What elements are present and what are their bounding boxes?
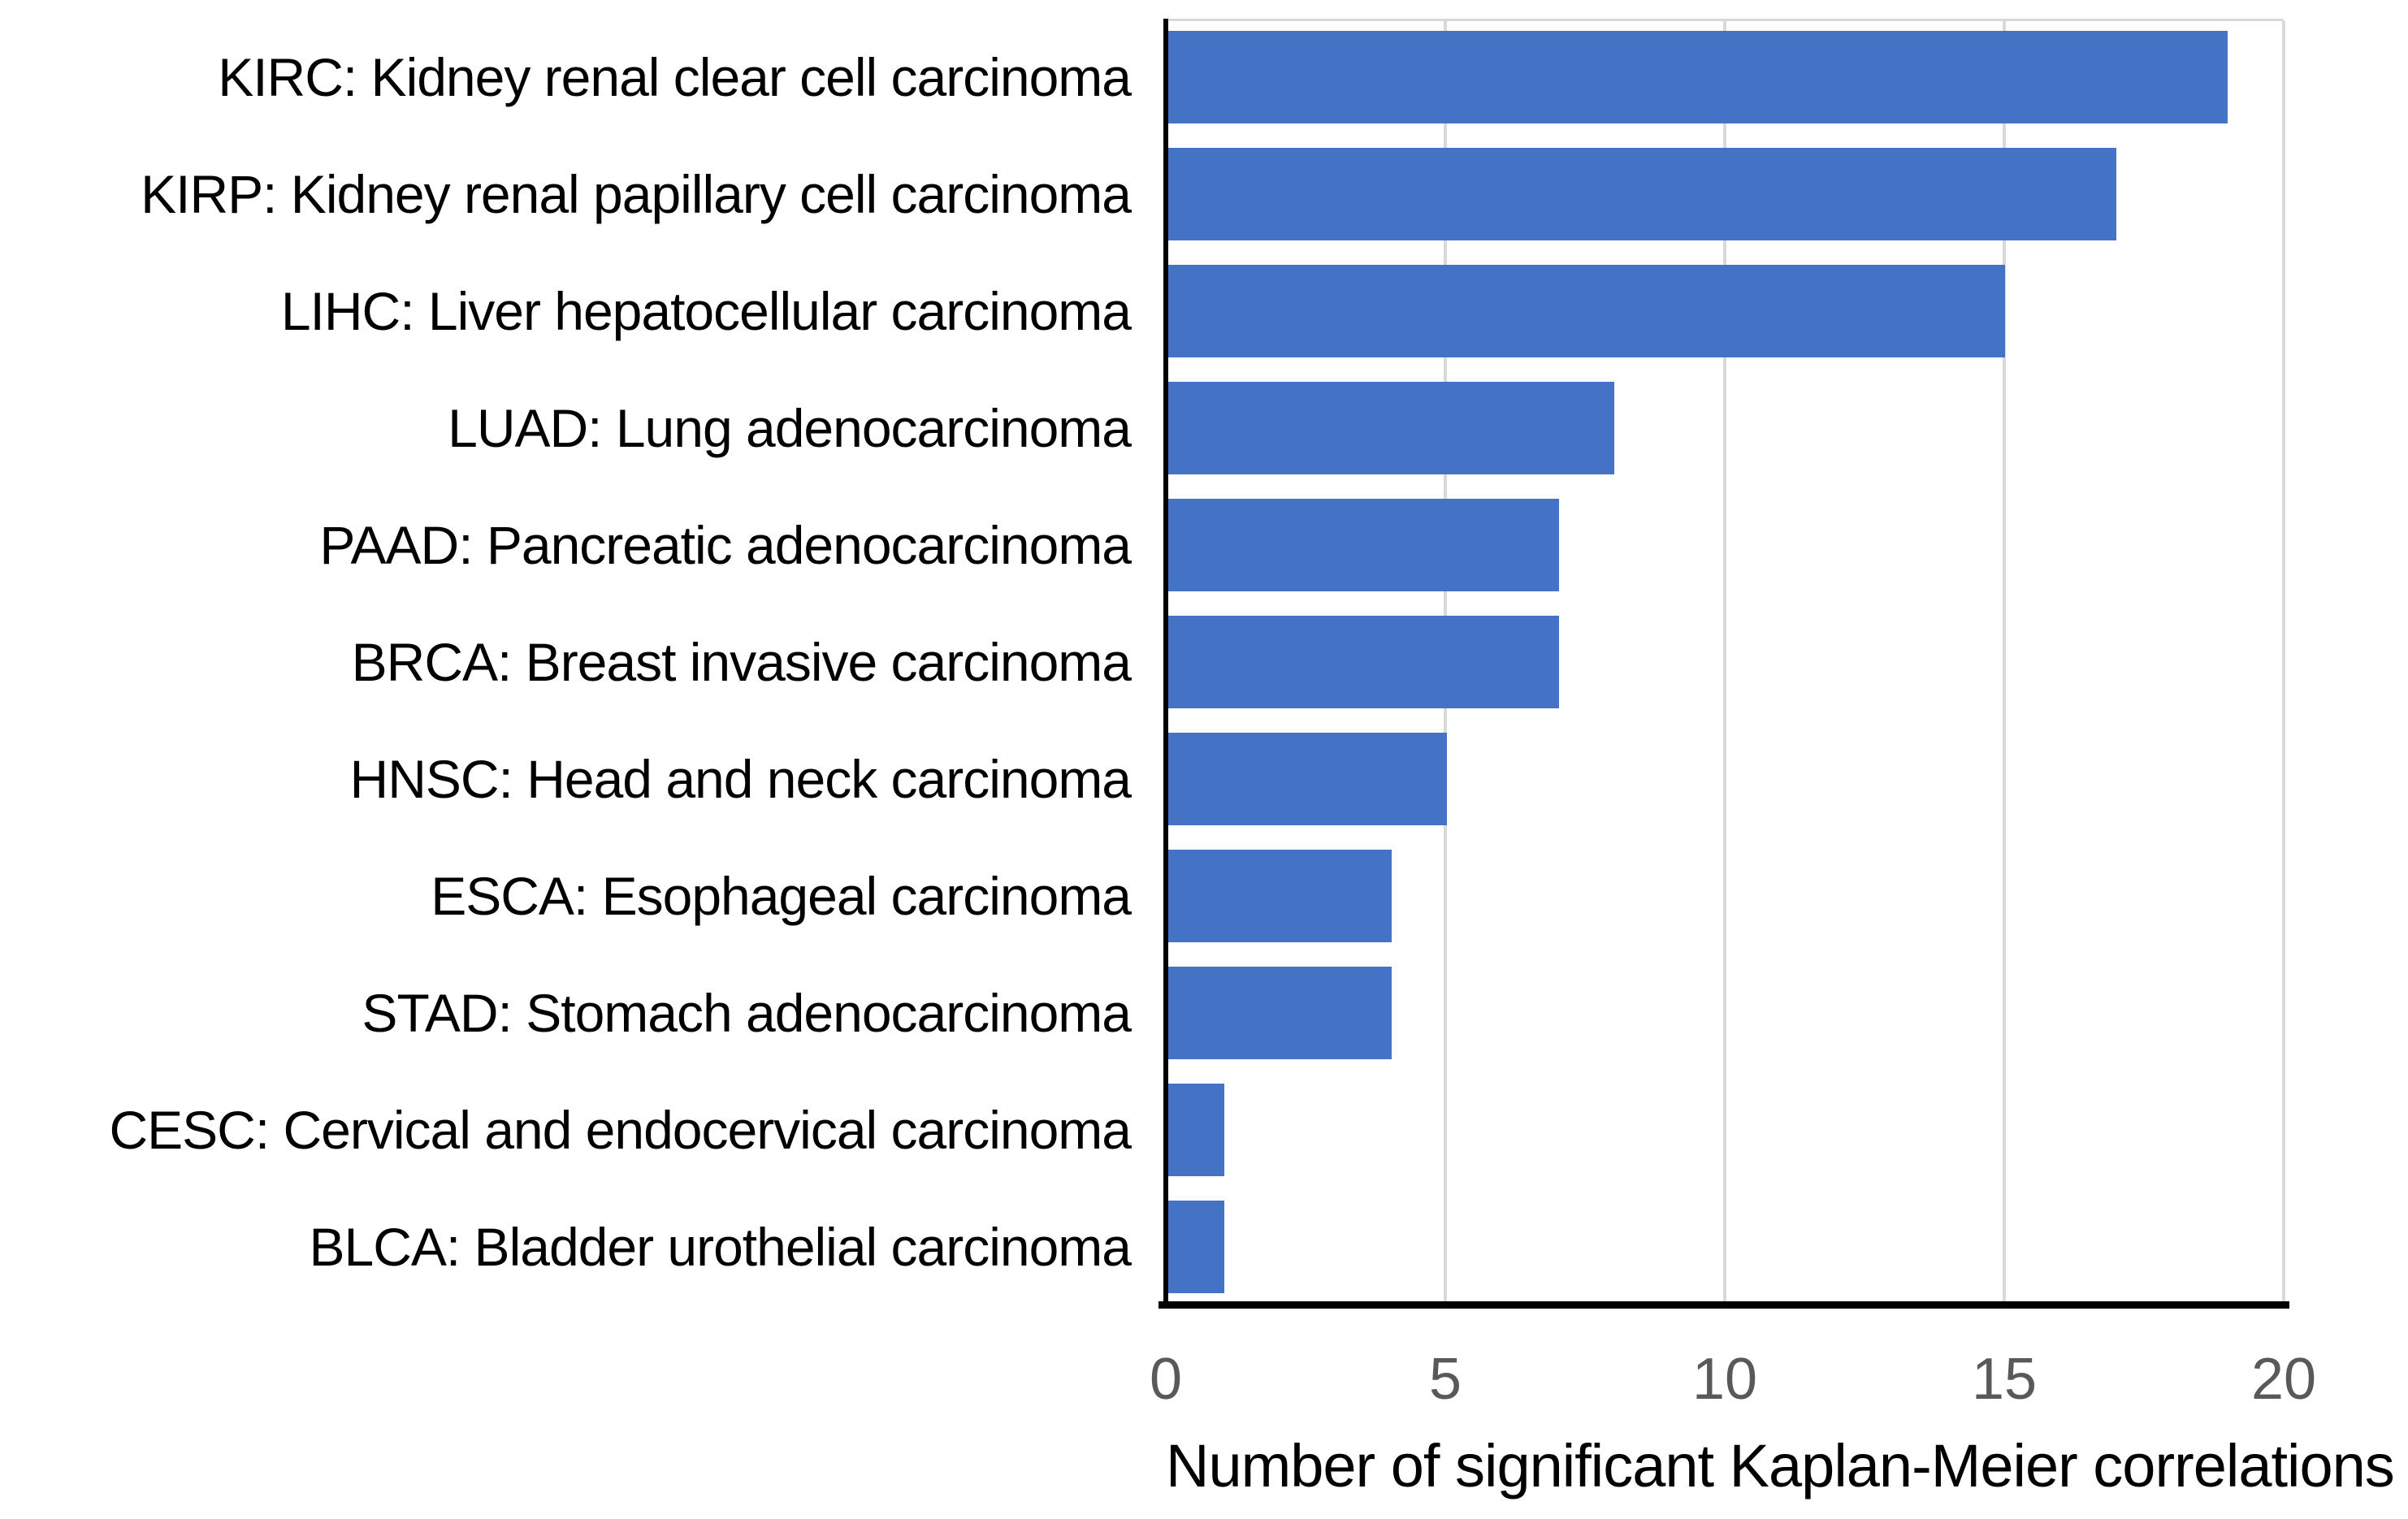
bar-luad xyxy=(1168,382,1615,474)
bar-track xyxy=(1168,19,2284,136)
category-label: PAAD: Pancreatic adenocarcinoma xyxy=(319,515,1132,575)
category-label: BLCA: Bladder urothelial carcinoma xyxy=(309,1217,1132,1277)
bar-track xyxy=(1168,954,2284,1071)
chart-row: HNSC: Head and neck carcinoma xyxy=(0,721,2408,837)
bar-lihc xyxy=(1168,265,2005,357)
y-axis-line xyxy=(1163,19,1168,1305)
x-tick-label: 0 xyxy=(1149,1347,1183,1412)
chart-row: KIRC: Kidney renal clear cell carcinoma xyxy=(0,19,2408,136)
chart-row: CESC: Cervical and endocervical carcinom… xyxy=(0,1071,2408,1188)
x-axis-line xyxy=(1159,1301,2289,1309)
bar-hnsc xyxy=(1168,733,1448,825)
bar-track xyxy=(1168,1188,2284,1305)
bar-track xyxy=(1168,370,2284,487)
x-tick-label: 5 xyxy=(1428,1347,1462,1412)
category-label: HNSC: Head and neck carcinoma xyxy=(349,749,1132,809)
bar-track xyxy=(1168,253,2284,370)
chart-row: LIHC: Liver hepatocellular carcinoma xyxy=(0,253,2408,370)
bar-track xyxy=(1168,136,2284,253)
x-tick-label: 20 xyxy=(2250,1347,2317,1412)
category-label: LIHC: Liver hepatocellular carcinoma xyxy=(280,281,1132,341)
chart-row: ESCA: Esophageal carcinoma xyxy=(0,837,2408,954)
bar-kirc xyxy=(1168,31,2228,123)
chart-row: BLCA: Bladder urothelial carcinoma xyxy=(0,1188,2408,1305)
gridline-15 xyxy=(2003,21,2006,1305)
bar-cesc xyxy=(1168,1084,1224,1176)
bar-track xyxy=(1168,721,2284,837)
chart-row: KIRP: Kidney renal papillary cell carcin… xyxy=(0,136,2408,253)
gridline-20 xyxy=(2282,21,2285,1305)
category-label: BRCA: Breast invasive carcinoma xyxy=(351,632,1132,692)
x-tick-label: 10 xyxy=(1691,1347,1758,1412)
bar-stad xyxy=(1168,967,1392,1059)
bar-track xyxy=(1168,837,2284,954)
chart-row: LUAD: Lung adenocarcinoma xyxy=(0,370,2408,487)
bar-brca xyxy=(1168,616,1559,708)
category-label: CESC: Cervical and endocervical carcinom… xyxy=(109,1100,1132,1160)
chart-row: BRCA: Breast invasive carcinoma xyxy=(0,604,2408,721)
category-label: KIRC: Kidney renal clear cell carcinoma xyxy=(218,47,1132,107)
x-axis-title: Number of significant Kaplan-Meier corre… xyxy=(1166,1432,2395,1500)
bar-track xyxy=(1168,487,2284,604)
bar-kirp xyxy=(1168,148,2117,240)
bar-track xyxy=(1168,604,2284,721)
category-label: STAD: Stomach adenocarcinoma xyxy=(362,983,1132,1043)
category-label: LUAD: Lung adenocarcinoma xyxy=(448,398,1132,458)
category-label: ESCA: Esophageal carcinoma xyxy=(431,866,1132,926)
chart-row: PAAD: Pancreatic adenocarcinoma xyxy=(0,487,2408,604)
chart-row: STAD: Stomach adenocarcinoma xyxy=(0,954,2408,1071)
bar-paad xyxy=(1168,499,1559,591)
category-label: KIRP: Kidney renal papillary cell carcin… xyxy=(141,164,1132,224)
x-axis-ticks: 0 5 10 15 20 xyxy=(1150,1339,2316,1420)
x-tick-label: 15 xyxy=(1971,1347,2038,1412)
bar-esca xyxy=(1168,850,1392,942)
bar-blca xyxy=(1168,1201,1224,1293)
bar-track xyxy=(1168,1071,2284,1188)
gridline-10 xyxy=(1723,21,1726,1305)
